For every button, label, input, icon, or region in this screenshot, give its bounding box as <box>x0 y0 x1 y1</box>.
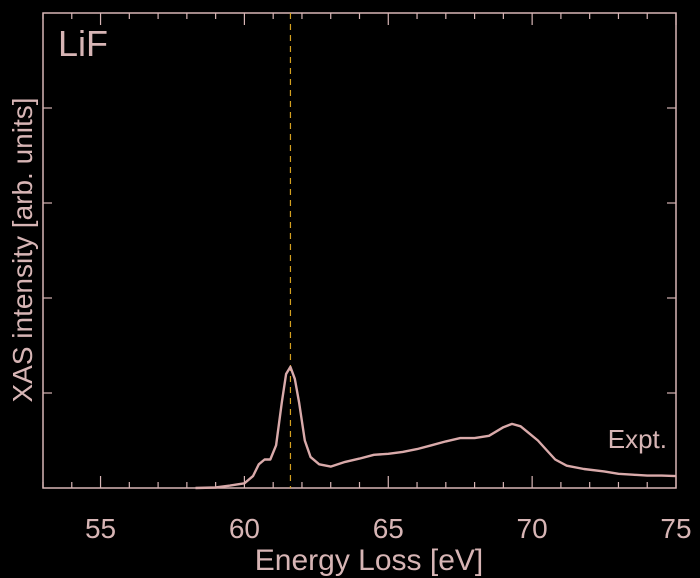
x-tick-label: 65 <box>373 513 404 544</box>
chart-annotation: LiF <box>58 23 108 64</box>
plot-frame <box>42 12 677 489</box>
x-tick-label: 55 <box>85 513 116 544</box>
x-ticks: 55 60 65 70 75 <box>42 13 692 544</box>
x-tick-label: 75 <box>660 513 691 544</box>
x-tick-label: 70 <box>517 513 548 544</box>
x-tick-label: 60 <box>229 513 260 544</box>
y-axis-label: XAS intensity [arb. units] <box>7 97 38 402</box>
x-axis-label: Energy Loss [eV] <box>255 544 483 577</box>
series-line-expt <box>195 365 677 490</box>
y-ticks <box>43 107 676 394</box>
series-label-expt: Expt. <box>608 424 667 454</box>
